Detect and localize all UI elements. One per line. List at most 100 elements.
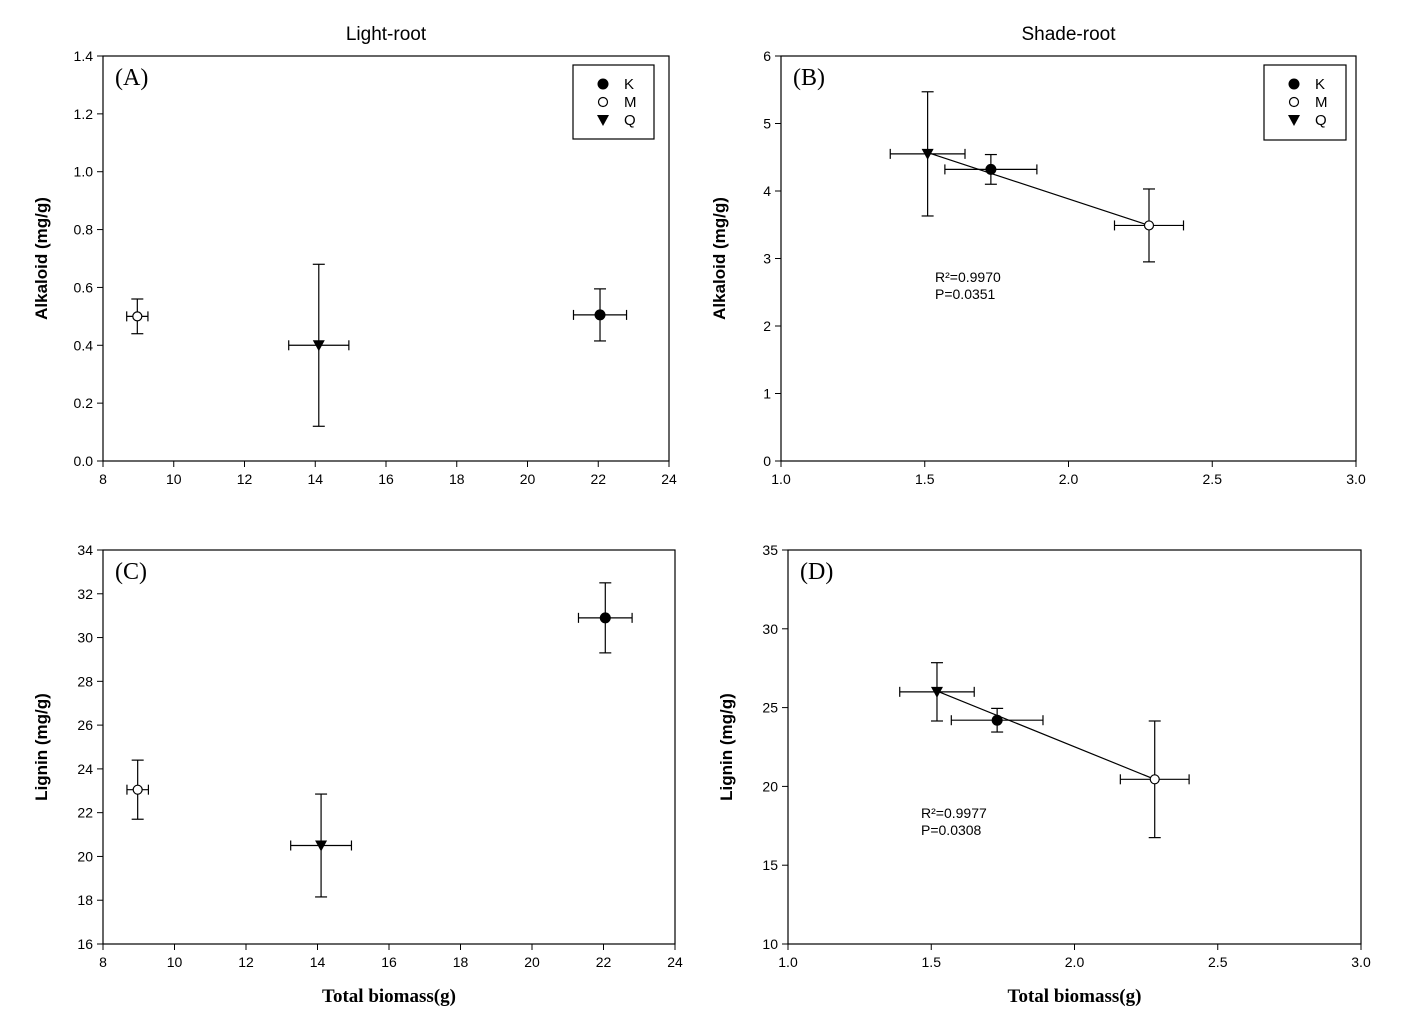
data-point-K (991, 714, 1003, 726)
x-axis-label: Total biomass(g) (322, 986, 456, 1007)
y-tick-label: 25 (762, 700, 778, 716)
y-tick-label: 0.6 (74, 279, 94, 295)
y-tick-label: 30 (77, 630, 93, 646)
x-tick-label: 24 (667, 954, 683, 970)
legend-marker-K (597, 78, 609, 90)
y-tick-label: 15 (762, 857, 778, 873)
y-tick-label: 22 (77, 805, 93, 821)
x-tick-label: 14 (310, 954, 326, 970)
annotation: P=0.0308 (921, 822, 982, 838)
x-axis-label: Total biomass(g) (1008, 986, 1142, 1007)
x-tick-label: 1.0 (778, 954, 798, 970)
x-tick-label: 2.0 (1065, 954, 1085, 970)
data-point-M (1149, 774, 1160, 785)
y-tick-label: 18 (77, 892, 93, 908)
y-tick-label: 34 (77, 542, 93, 558)
legend-marker-Q (1288, 115, 1300, 126)
data-point-M (1143, 220, 1155, 231)
x-tick-label: 2.0 (1059, 471, 1079, 487)
x-tick-label: 2.5 (1203, 471, 1223, 487)
data-point-K (594, 309, 606, 321)
annotation: R²=0.9970 (935, 269, 1001, 285)
y-tick-label: 35 (762, 542, 778, 558)
legend-label: K (1315, 76, 1325, 93)
y-tick-label: 20 (762, 778, 778, 794)
regression-line (936, 690, 1155, 780)
y-tick-label: 1.2 (74, 106, 94, 122)
panel-label: (B) (793, 65, 825, 91)
data-point-K (599, 612, 611, 624)
annotation: P=0.0351 (935, 286, 996, 302)
y-tick-label: 0.8 (74, 222, 94, 238)
x-tick-label: 12 (237, 471, 253, 487)
y-tick-label: 30 (762, 621, 778, 637)
y-tick-label: 1.4 (74, 48, 94, 64)
y-tick-label: 0 (763, 453, 771, 469)
x-tick-label: 22 (596, 954, 612, 970)
y-tick-label: 28 (77, 673, 93, 689)
y-tick-label: 0.4 (74, 337, 94, 353)
x-tick-label: 3.0 (1351, 954, 1371, 970)
panel-title: Shade-root (1021, 24, 1116, 45)
y-tick-label: 4 (763, 183, 771, 199)
x-tick-label: 22 (590, 471, 606, 487)
y-tick-label: 16 (77, 936, 93, 952)
y-tick-label: 24 (77, 761, 93, 777)
y-tick-label: 0.2 (74, 395, 94, 411)
y-axis-label: Lignin (mg/g) (717, 693, 736, 801)
data-point-Q (315, 840, 328, 852)
panel-c: 8 10 12 14 16 18 20 22 24 16 18 20 22 24 26 28 30 32 34 (C)… (32, 542, 683, 1007)
data-point-K (985, 163, 997, 175)
x-tick-label: 1.0 (771, 471, 791, 487)
legend-label: M (624, 94, 637, 111)
panel-label: (A) (115, 65, 148, 91)
data-point-Q (312, 340, 325, 352)
x-tick-label: 18 (449, 471, 465, 487)
legend-marker-M (1288, 96, 1300, 108)
y-tick-label: 20 (77, 848, 93, 864)
data-point-M (132, 784, 143, 795)
data-point-M (132, 311, 143, 322)
panel-label: (D) (800, 559, 833, 585)
data-point-Q (921, 148, 934, 160)
panel-title: Light-root (346, 24, 427, 45)
y-axis-label: Lignin (mg/g) (32, 693, 51, 801)
x-tick-label: 10 (166, 471, 182, 487)
legend-marker-M (597, 96, 609, 108)
x-tick-label: 20 (524, 954, 540, 970)
y-axis-label: Alkaloid (mg/g) (32, 197, 51, 320)
x-tick-label: 10 (167, 954, 183, 970)
legend-label: K (624, 76, 634, 93)
y-tick-label: 1 (763, 386, 771, 402)
panel-d: 1.0 1.5 2.0 2.5 3.0 10 15 20 25 30 35 (D) Total biom… (717, 542, 1371, 1007)
y-tick-label: 3 (763, 251, 771, 267)
x-tick-label: 24 (661, 471, 677, 487)
legend-marker-K (1288, 78, 1300, 90)
y-axis-label: Alkaloid (mg/g) (710, 197, 729, 320)
legend-label: Q (1315, 112, 1327, 129)
legend-label: M (1315, 94, 1328, 111)
x-tick-label: 1.5 (922, 954, 942, 970)
x-tick-label: 3.0 (1346, 471, 1366, 487)
y-tick-label: 5 (763, 116, 771, 132)
y-tick-label: 6 (763, 48, 771, 64)
x-tick-label: 18 (453, 954, 469, 970)
legend: KMQ (572, 64, 655, 140)
x-tick-label: 2.5 (1208, 954, 1228, 970)
x-tick-label: 12 (238, 954, 254, 970)
x-tick-label: 16 (378, 471, 394, 487)
annotation: R²=0.9977 (921, 805, 987, 821)
y-tick-label: 10 (762, 936, 778, 952)
y-tick-label: 1.0 (74, 164, 94, 180)
panel-label: (C) (115, 559, 147, 585)
y-tick-label: 26 (77, 717, 93, 733)
legend-box (572, 64, 655, 140)
x-tick-label: 14 (307, 471, 323, 487)
x-tick-label: 8 (99, 954, 107, 970)
panel-b: 1.0 1.5 2.0 2.5 3.0 0 1 2 3 4 5 6 (B) Shade-root Alkal… (710, 24, 1366, 487)
x-tick-label: 1.5 (915, 471, 935, 487)
legend-box (1263, 64, 1347, 141)
x-tick-label: 8 (99, 471, 107, 487)
